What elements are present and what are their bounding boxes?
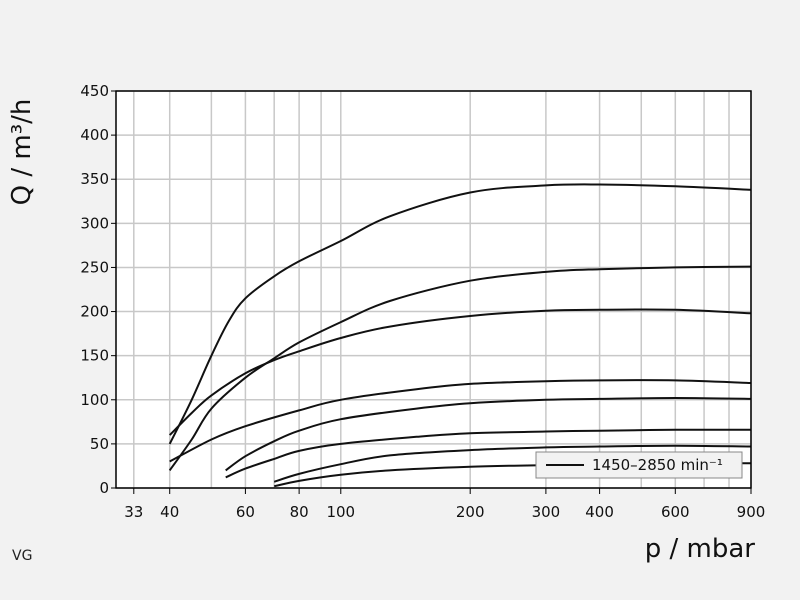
x-tick-label: 300: [532, 503, 561, 521]
y-tick-label: 50: [90, 435, 109, 453]
plot-frame: [115, 90, 752, 489]
y-tick-label: 200: [80, 303, 109, 321]
series-line-1: [168, 183, 752, 445]
y-tick-label: 150: [80, 347, 109, 365]
series-line-6: [225, 428, 752, 479]
x-tick-label: 600: [661, 503, 690, 521]
series-line-3: [168, 308, 752, 436]
x-tick-label: 60: [236, 503, 255, 521]
series-line-5: [225, 397, 752, 472]
series-line-2: [168, 265, 752, 471]
legend-label: 1450–2850 min⁻¹: [592, 456, 723, 474]
series-lines: [168, 183, 752, 488]
x-tick-label: 40: [160, 503, 179, 521]
x-tick-label: 80: [290, 503, 309, 521]
y-tick-label: 400: [80, 126, 109, 144]
y-tick-label: 250: [80, 258, 109, 276]
x-tick-label: 33: [124, 503, 143, 521]
x-tick-label: 900: [737, 503, 766, 521]
y-tick-label: 350: [80, 170, 109, 188]
axis-ticks: 0 50 100 150 200 250 300 350 400 450 33 40 60 80 100 20…: [80, 82, 765, 521]
series-line-7: [273, 444, 752, 483]
series-line-4: [169, 379, 752, 463]
legend: 1450–2850 min⁻¹: [535, 451, 743, 479]
x-tick-label: 400: [585, 503, 614, 521]
x-tick-label: 200: [456, 503, 485, 521]
y-tick-label: 0: [99, 479, 109, 497]
x-axis-title: p / mbar: [645, 534, 756, 564]
y-tick-label: 300: [80, 214, 109, 232]
y-tick-label: 450: [80, 82, 109, 100]
x-tick-label: 100: [326, 503, 355, 521]
corner-code: VG: [12, 548, 33, 564]
y-axis-title: Q / m³/h: [7, 99, 37, 206]
y-tick-label: 100: [80, 391, 109, 409]
